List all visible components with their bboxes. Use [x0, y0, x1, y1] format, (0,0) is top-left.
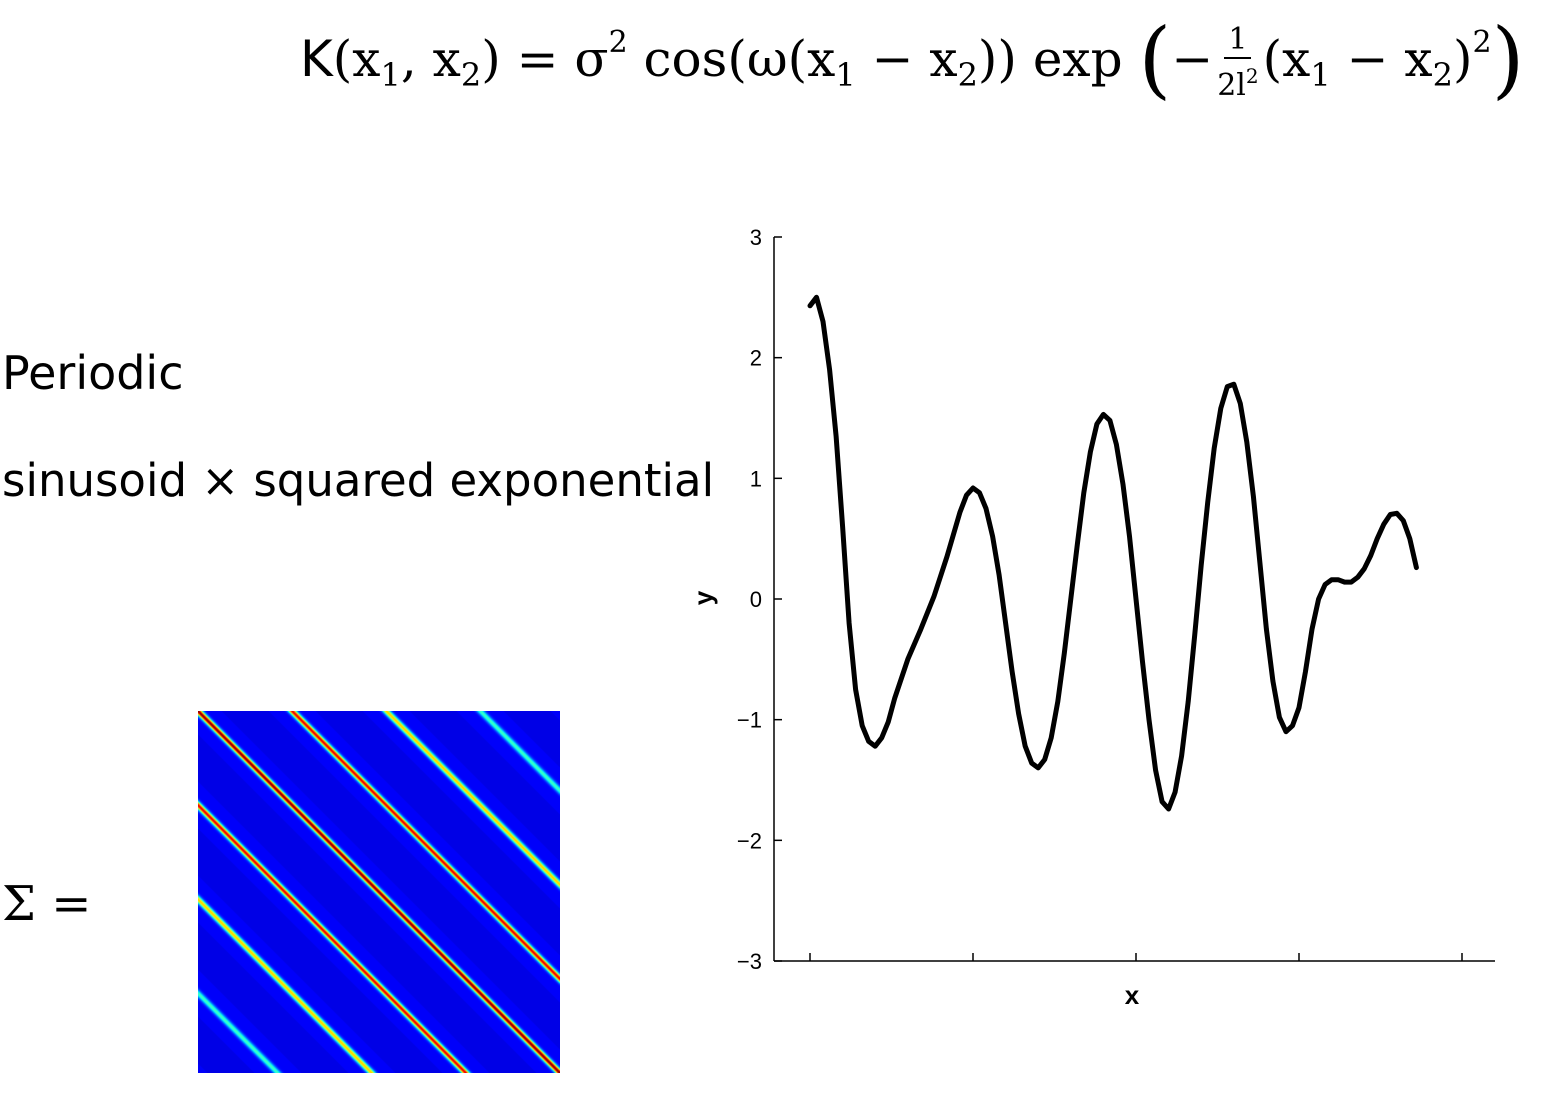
fraction-denominator: 2l2: [1217, 59, 1258, 103]
covariance-matrix-heatmap: [198, 711, 560, 1073]
y-axis-label: y: [688, 590, 718, 605]
formula-part: ): [1452, 30, 1473, 88]
formula-fraction: 1 2l2: [1217, 23, 1258, 103]
formula-part: ) = σ: [481, 30, 609, 88]
formula-sub: 1: [380, 56, 401, 94]
formula-part: − x: [855, 30, 958, 88]
y-tick-label: −1: [737, 708, 762, 733]
formula-sub: 2: [957, 56, 978, 94]
covariance-label: Σ =: [2, 876, 92, 932]
formula-sub: 1: [835, 56, 856, 94]
y-tick-label: 0: [750, 587, 762, 612]
formula-sub: 1: [1310, 56, 1331, 94]
sample-curve: [807, 294, 1419, 812]
formula-paren-close: ): [1491, 10, 1525, 108]
kernel-formula: K(x1, x2) = σ2 cos(ω(x1 − x2)) exp (− 1 2l…: [300, 10, 1550, 120]
y-tick-label: −2: [737, 828, 762, 853]
y-tick-label: 1: [750, 466, 762, 491]
formula-part: )) exp: [977, 30, 1123, 88]
formula-sub: 2: [1432, 56, 1453, 94]
formula-sub: 2: [460, 56, 482, 94]
plot-series: [807, 294, 1419, 812]
formula-sup: 2: [1472, 25, 1492, 60]
formula-part: − x: [1330, 30, 1433, 88]
fraction-numerator: 1: [1224, 23, 1252, 59]
formula-minus: −: [1171, 30, 1214, 88]
kernel-description: sinusoid × squared exponential: [2, 454, 715, 507]
fraction-denominator-exp: 2: [1245, 64, 1259, 88]
y-tick-label: 2: [750, 346, 762, 371]
formula-part: cos(ω(x: [627, 30, 836, 88]
formula-part: (x: [332, 30, 381, 88]
y-tick-label: 3: [750, 225, 762, 250]
x-axis-label: x: [1125, 980, 1140, 1010]
sample-plot: 3 2 1 0 −1 −2 −3 x y: [688, 225, 1495, 1010]
formula-k: K: [300, 30, 333, 88]
formula-part: (x: [1262, 30, 1311, 88]
y-tick-label: −3: [737, 949, 762, 974]
fraction-denominator-text: 2l: [1217, 68, 1246, 103]
formula-sup: 2: [608, 25, 628, 60]
formula-part: , x: [400, 30, 461, 88]
plot-axes: 3 2 1 0 −1 −2 −3: [737, 225, 1495, 974]
kernel-name: Periodic: [2, 346, 184, 400]
formula-paren-open: (: [1138, 10, 1172, 108]
